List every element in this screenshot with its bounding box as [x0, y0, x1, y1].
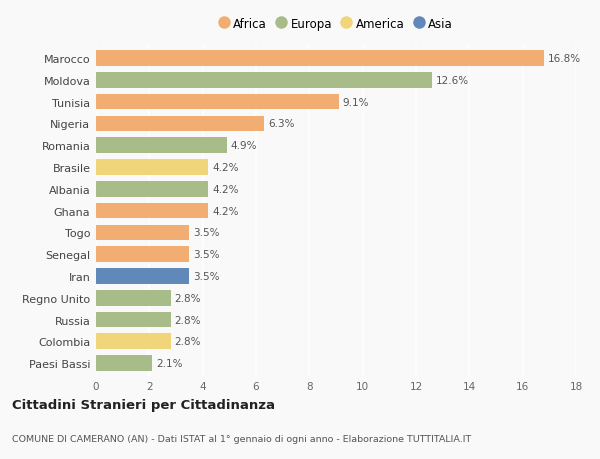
- Bar: [96, 95, 338, 110]
- Bar: [96, 51, 544, 67]
- Bar: [96, 73, 432, 89]
- Text: 3.5%: 3.5%: [193, 271, 220, 281]
- Legend: Africa, Europa, America, Asia: Africa, Europa, America, Asia: [217, 16, 455, 33]
- Text: 4.2%: 4.2%: [212, 206, 239, 216]
- Text: 3.5%: 3.5%: [193, 250, 220, 260]
- Text: 2.8%: 2.8%: [175, 315, 201, 325]
- Bar: [96, 334, 170, 349]
- Text: 4.9%: 4.9%: [230, 141, 257, 151]
- Bar: [96, 182, 208, 197]
- Text: 9.1%: 9.1%: [343, 97, 369, 107]
- Text: 2.8%: 2.8%: [175, 336, 201, 347]
- Bar: [96, 225, 190, 241]
- Bar: [96, 290, 170, 306]
- Text: 6.3%: 6.3%: [268, 119, 295, 129]
- Bar: [96, 203, 208, 219]
- Text: 12.6%: 12.6%: [436, 76, 469, 86]
- Bar: [96, 312, 170, 328]
- Text: COMUNE DI CAMERANO (AN) - Dati ISTAT al 1° gennaio di ogni anno - Elaborazione T: COMUNE DI CAMERANO (AN) - Dati ISTAT al …: [12, 434, 471, 442]
- Bar: [96, 116, 264, 132]
- Text: Cittadini Stranieri per Cittadinanza: Cittadini Stranieri per Cittadinanza: [12, 398, 275, 412]
- Text: 3.5%: 3.5%: [193, 228, 220, 238]
- Bar: [96, 138, 227, 154]
- Bar: [96, 247, 190, 263]
- Text: 2.8%: 2.8%: [175, 293, 201, 303]
- Text: 2.1%: 2.1%: [156, 358, 182, 368]
- Bar: [96, 269, 190, 284]
- Bar: [96, 160, 208, 175]
- Text: 4.2%: 4.2%: [212, 162, 239, 173]
- Bar: [96, 356, 152, 371]
- Text: 4.2%: 4.2%: [212, 185, 239, 195]
- Text: 16.8%: 16.8%: [548, 54, 581, 64]
